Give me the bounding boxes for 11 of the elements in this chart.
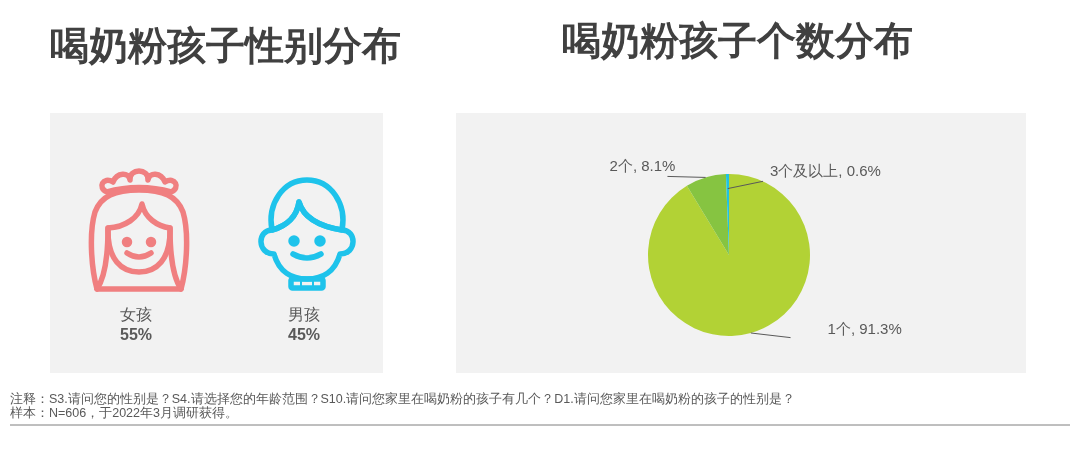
category-label: 男孩 xyxy=(288,306,320,323)
value-label: 55% xyxy=(120,326,152,343)
value-label: 45% xyxy=(288,326,320,343)
category-label: 女孩 xyxy=(120,306,152,323)
chart-title: 喝奶粉孩子性别分布 xyxy=(50,24,401,67)
data-label: 3个及以上, 0.6% xyxy=(770,162,881,180)
data-label: 1个, 91.3% xyxy=(827,319,902,337)
annotation: 样本：N=606，于2022年3月调研获得。 xyxy=(10,406,238,420)
chart-title: 喝奶粉孩子个数分布 xyxy=(562,19,913,62)
data-label: 2个, 8.1% xyxy=(609,157,676,175)
annotation: 注释：S3.请问您的性别是？S4.请选择您的年龄范围？S10.请问您家里在喝奶粉的孩子有几个？D1.请问您家里在喝奶粉的孩子的性别是？ xyxy=(10,392,795,406)
